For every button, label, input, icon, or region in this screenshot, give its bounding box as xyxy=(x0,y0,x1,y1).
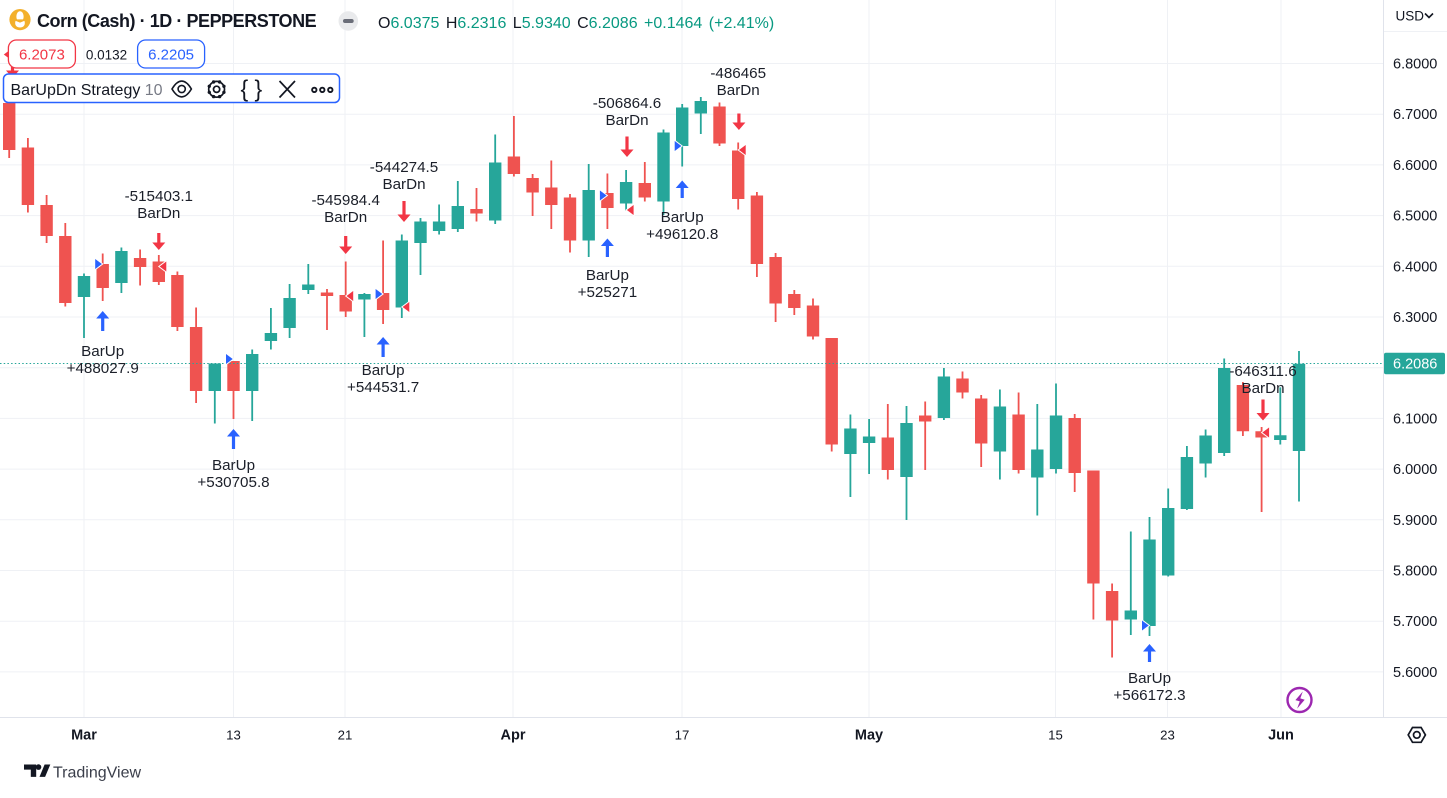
svg-text:5.7000: 5.7000 xyxy=(1393,614,1437,630)
svg-text:17: 17 xyxy=(675,728,690,743)
svg-text:0.0132: 0.0132 xyxy=(86,48,127,63)
svg-text:-544274.5: -544274.5 xyxy=(370,159,438,176)
svg-text:6.2073: 6.2073 xyxy=(19,47,65,64)
svg-text:BarDn: BarDn xyxy=(382,176,425,193)
svg-text:BarUp: BarUp xyxy=(81,343,124,360)
svg-text:BarDn: BarDn xyxy=(717,82,760,99)
svg-text:O6.0375 H6.2316 L5.9340 C6.208: O6.0375 H6.2316 L5.9340 C6.2086 +0.1464 … xyxy=(378,15,774,32)
svg-text:6.4000: 6.4000 xyxy=(1393,259,1437,275)
svg-text:21: 21 xyxy=(338,728,353,743)
svg-text:Jun: Jun xyxy=(1268,728,1294,744)
svg-text:13: 13 xyxy=(226,728,241,743)
svg-text:+525271: +525271 xyxy=(578,284,638,301)
svg-text:BarUp: BarUp xyxy=(212,457,255,474)
svg-text:Mar: Mar xyxy=(71,728,97,744)
svg-text:May: May xyxy=(855,728,883,744)
svg-text:-545984.4: -545984.4 xyxy=(311,192,379,209)
svg-text:5.6000: 5.6000 xyxy=(1393,665,1437,681)
svg-text:6.1000: 6.1000 xyxy=(1393,411,1437,427)
svg-text:BarDn: BarDn xyxy=(137,205,180,222)
svg-text:Apr: Apr xyxy=(501,728,526,744)
svg-text:-486465: -486465 xyxy=(710,65,766,82)
svg-text:+566172.3: +566172.3 xyxy=(1113,687,1185,704)
svg-text:+544531.7: +544531.7 xyxy=(347,379,419,396)
svg-text:{: { xyxy=(241,76,249,102)
svg-text:BarUpDn Strategy 10: BarUpDn Strategy 10 xyxy=(11,82,163,99)
svg-text:15: 15 xyxy=(1048,728,1063,743)
svg-text:BarDn: BarDn xyxy=(1241,380,1284,397)
svg-text:6.6000: 6.6000 xyxy=(1393,158,1437,174)
svg-text:+530705.8: +530705.8 xyxy=(197,474,269,491)
svg-text:-646311.6: -646311.6 xyxy=(1229,363,1296,380)
svg-text:}: } xyxy=(255,76,263,102)
svg-text:BarDn: BarDn xyxy=(605,112,648,129)
svg-text:+488027.9: +488027.9 xyxy=(67,360,139,377)
svg-text:-515403.1: -515403.1 xyxy=(125,188,193,205)
svg-text:6.0000: 6.0000 xyxy=(1393,462,1437,478)
svg-text:BarDn: BarDn xyxy=(324,209,367,226)
svg-text:TradingView: TradingView xyxy=(53,765,141,782)
svg-text:6.3000: 6.3000 xyxy=(1393,310,1437,326)
svg-text:BarUp: BarUp xyxy=(586,267,629,284)
svg-text:6.5000: 6.5000 xyxy=(1393,209,1437,225)
svg-text:5.9000: 5.9000 xyxy=(1393,513,1437,529)
svg-text:6.2205: 6.2205 xyxy=(148,47,194,64)
svg-text:BarUp: BarUp xyxy=(1128,670,1171,687)
svg-text:+496120.8: +496120.8 xyxy=(646,226,718,243)
svg-text:23: 23 xyxy=(1160,728,1175,743)
svg-text:5.8000: 5.8000 xyxy=(1393,564,1437,580)
svg-text:6.2086: 6.2086 xyxy=(1393,357,1437,373)
svg-text:-506864.6: -506864.6 xyxy=(593,95,661,112)
svg-text:6.7000: 6.7000 xyxy=(1393,107,1437,123)
svg-text:BarUp: BarUp xyxy=(362,362,405,379)
svg-text:BarUp: BarUp xyxy=(661,209,704,226)
svg-text:USD: USD xyxy=(1396,9,1425,24)
svg-text:Corn (Cash) · 1D · PEPPERSTONE: Corn (Cash) · 1D · PEPPERSTONE xyxy=(37,11,317,31)
svg-text:6.8000: 6.8000 xyxy=(1393,57,1437,73)
